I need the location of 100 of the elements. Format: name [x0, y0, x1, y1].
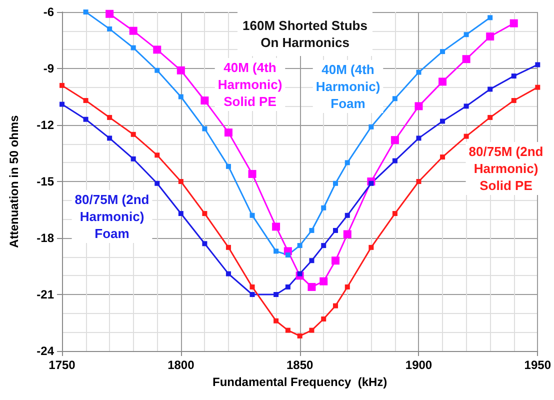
- series-label: 80/75M (2nd Harmonic) Foam: [74, 192, 150, 241]
- point: [154, 180, 160, 186]
- point: [106, 10, 114, 18]
- point: [488, 86, 493, 92]
- point: [511, 74, 516, 79]
- point: [107, 136, 112, 141]
- y-tick-label: -15: [36, 174, 54, 188]
- point: [226, 244, 231, 250]
- point: [368, 180, 374, 186]
- point: [274, 318, 279, 324]
- y-tick-label: -12: [36, 118, 54, 132]
- point: [440, 49, 446, 54]
- point: [178, 211, 184, 216]
- point: [321, 205, 326, 210]
- point: [285, 252, 290, 258]
- point: [130, 45, 136, 50]
- point: [130, 156, 136, 162]
- point: [368, 124, 374, 130]
- point: [416, 70, 422, 75]
- point: [343, 230, 352, 238]
- series-label: 40M (4th Harmonic) Solid PE: [218, 60, 282, 109]
- x-tick-label: 1800: [168, 358, 195, 372]
- point: [297, 243, 302, 248]
- point: [285, 328, 290, 333]
- point: [107, 114, 112, 120]
- point: [297, 333, 302, 338]
- y-tick-label: -21: [36, 288, 54, 302]
- point: [176, 66, 185, 74]
- point: [274, 248, 279, 254]
- point: [416, 179, 422, 184]
- point: [226, 271, 231, 276]
- point: [83, 98, 88, 104]
- point: [464, 134, 469, 139]
- y-tick-label: -9: [43, 62, 54, 76]
- point: [297, 271, 302, 276]
- y-tick-label: -24: [36, 344, 54, 358]
- point: [202, 211, 208, 216]
- point: [226, 164, 231, 169]
- x-tick-label: 1850: [286, 358, 314, 372]
- point: [60, 82, 64, 88]
- point: [83, 116, 88, 122]
- point: [321, 243, 326, 248]
- point: [486, 32, 494, 40]
- point: [368, 244, 374, 250]
- point: [224, 128, 232, 137]
- point: [344, 284, 350, 290]
- x-axis-title: Fundamental Frequency (kHz): [212, 374, 388, 389]
- point: [535, 62, 540, 68]
- point: [332, 256, 340, 265]
- point: [344, 212, 350, 218]
- point: [274, 292, 279, 297]
- point: [248, 170, 256, 178]
- point: [333, 180, 338, 186]
- point: [464, 104, 469, 109]
- point: [154, 152, 160, 158]
- point: [333, 228, 338, 233]
- point: [416, 136, 422, 141]
- point: [250, 292, 255, 297]
- series-label: 80/75M (2nd Harmonic) Solid PE: [468, 144, 544, 193]
- point: [202, 126, 208, 132]
- x-tick-label: 1750: [48, 358, 76, 372]
- point: [390, 136, 399, 144]
- point: [202, 241, 208, 246]
- point: [250, 284, 255, 290]
- point: [392, 158, 398, 164]
- point: [333, 303, 338, 308]
- point: [462, 55, 470, 64]
- point: [153, 46, 162, 54]
- point: [107, 26, 112, 32]
- point: [511, 98, 516, 104]
- x-tick-label: 1950: [524, 358, 552, 372]
- point: [344, 160, 350, 166]
- point: [250, 212, 255, 218]
- text: 160M Shorted Stubs On Harmonics: [242, 18, 368, 50]
- point: [392, 96, 398, 102]
- point: [272, 222, 280, 231]
- point: [60, 102, 64, 107]
- point: [178, 94, 184, 100]
- point: [488, 15, 493, 20]
- point: [309, 228, 314, 233]
- point: [535, 84, 540, 90]
- point: [200, 96, 209, 105]
- point: [178, 179, 184, 184]
- point: [510, 19, 518, 28]
- point: [392, 211, 398, 216]
- point: [440, 154, 446, 160]
- point: [440, 118, 446, 124]
- point: [308, 282, 316, 291]
- point: [309, 258, 314, 264]
- point: [321, 316, 326, 322]
- series-label: 40M (4th Harmonic) Foam: [316, 62, 380, 111]
- point: [488, 114, 493, 120]
- y-tick-label: -6: [43, 5, 54, 19]
- point: [464, 32, 469, 38]
- point: [83, 10, 88, 14]
- point: [285, 284, 290, 290]
- point: [129, 26, 138, 35]
- point: [438, 78, 447, 86]
- point: [309, 328, 314, 333]
- y-tick-label: -18: [36, 231, 54, 245]
